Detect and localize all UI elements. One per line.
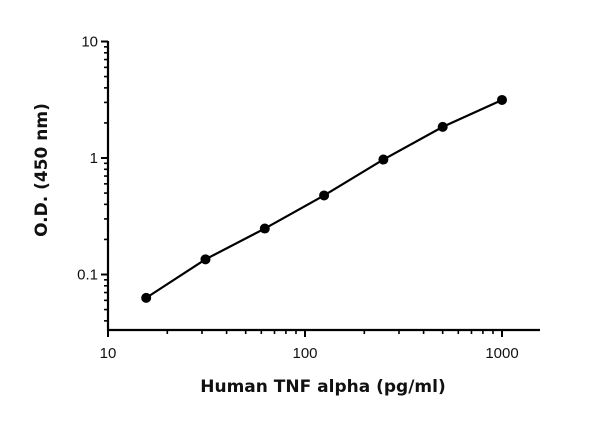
data-point: [259, 223, 270, 234]
y-tick-label: 0.1: [77, 267, 98, 284]
y-tick-label: 1: [90, 150, 98, 167]
plot-area: [141, 94, 507, 303]
data-point: [141, 292, 152, 303]
data-point: [437, 121, 448, 132]
data-point: [497, 94, 507, 105]
data-point: [200, 254, 211, 265]
x-axis-title: Human TNF alpha (pg/ml): [200, 377, 445, 397]
x-tick-label: 1000: [485, 345, 518, 362]
data-point: [319, 190, 330, 201]
x-tick-label: 100: [292, 345, 317, 362]
x-tick-label: 10: [100, 345, 117, 362]
y-axis-title: O.D. (450 nm): [32, 103, 52, 237]
data-point: [378, 154, 389, 165]
y-axis: 0.1 1 10: [77, 34, 110, 331]
y-tick-label: 10: [81, 34, 98, 51]
x-axis: 10 100 1000: [100, 328, 540, 362]
